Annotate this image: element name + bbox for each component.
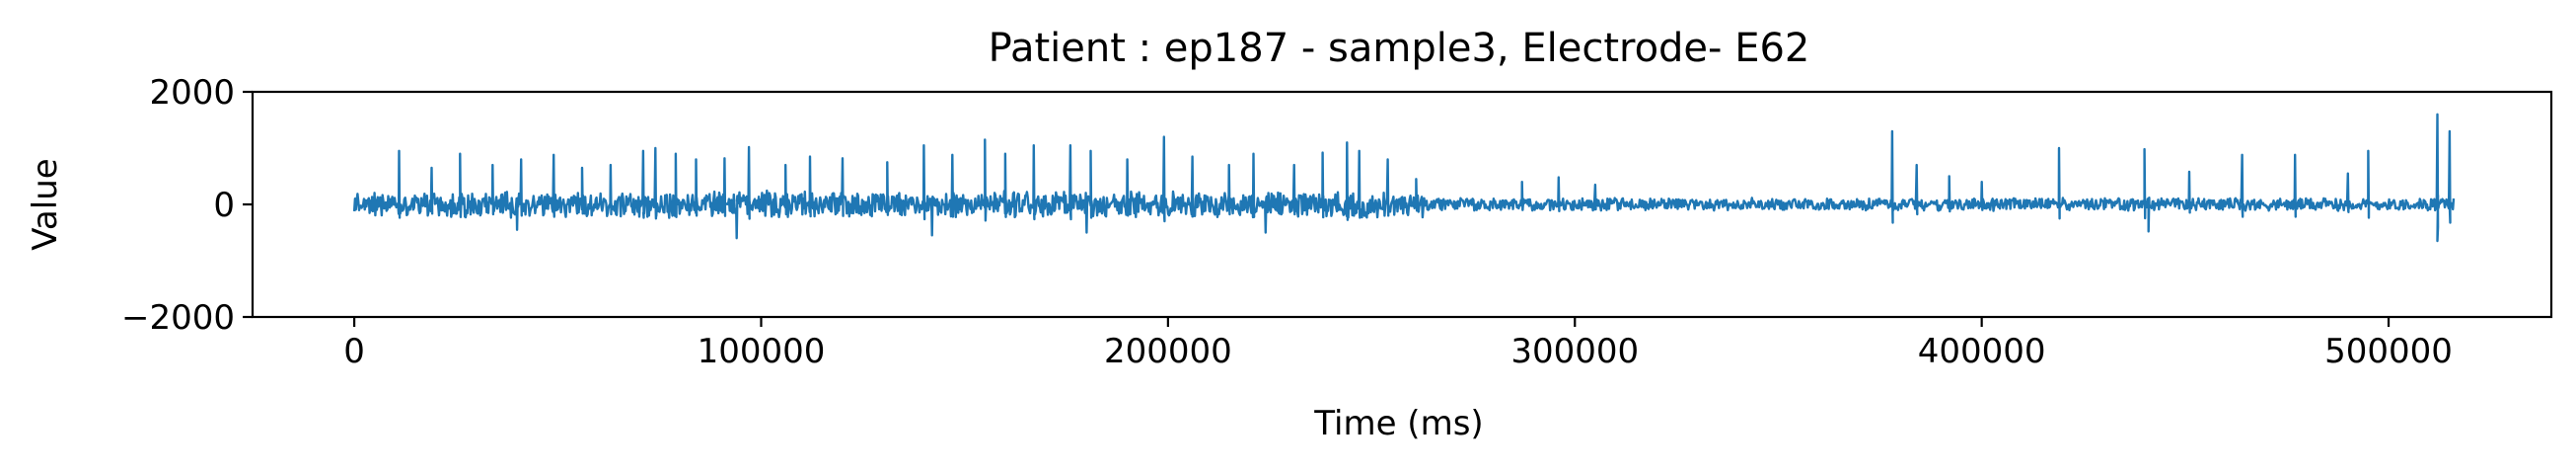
- x-tick-label: 400000: [1918, 332, 2046, 371]
- x-tick-label: 200000: [1104, 332, 1232, 371]
- y-tick-label: 0: [213, 186, 235, 225]
- signal-line: [352, 113, 2456, 243]
- x-axis-label: Time (ms): [1313, 404, 1483, 443]
- y-axis: −2000 0 2000: [121, 73, 253, 338]
- chart-title: Patient : ep187 - sample3, Electrode- E6…: [989, 26, 1810, 71]
- y-tick-label: −2000: [121, 298, 235, 338]
- x-tick-label: 0: [343, 332, 365, 371]
- x-tick-label: 100000: [698, 332, 826, 371]
- y-axis-label: Value: [26, 158, 65, 250]
- x-tick-label: 300000: [1510, 332, 1639, 371]
- x-tick-label: 500000: [2324, 332, 2453, 371]
- x-axis: 0 100000 200000 300000 400000 500000: [343, 317, 2453, 371]
- y-tick-label: 2000: [149, 73, 235, 113]
